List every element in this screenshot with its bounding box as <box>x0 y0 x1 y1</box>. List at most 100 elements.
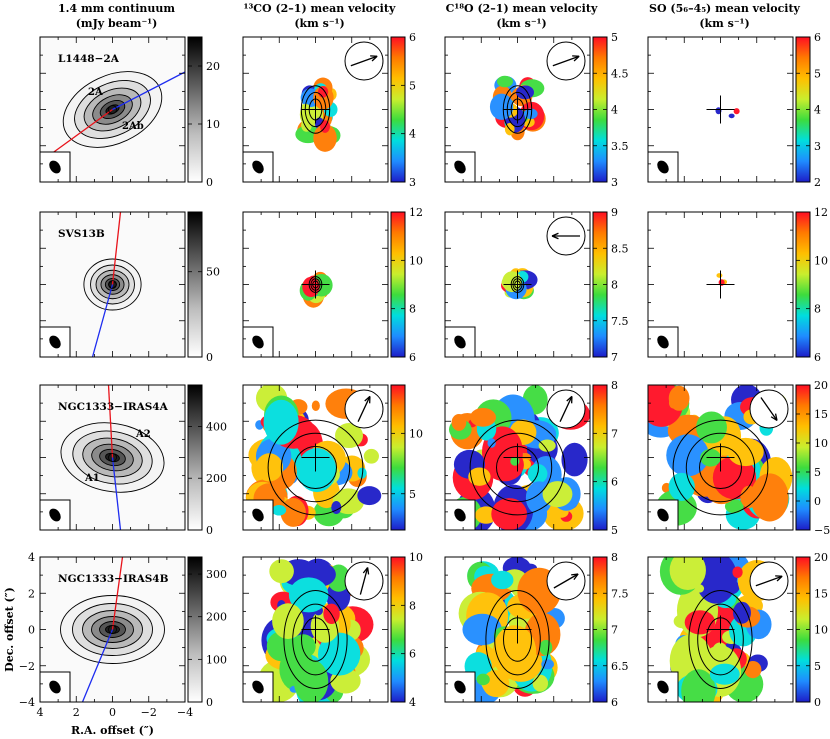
colorbar-tick-label: 4 <box>409 696 416 709</box>
beam-ellipse <box>454 160 466 174</box>
intensity-contour <box>280 432 351 503</box>
velocity-pixel <box>297 447 337 493</box>
blueshifted-outflow-axis <box>111 457 122 530</box>
intensity-contour <box>469 419 566 516</box>
panel-r4-c4: 0 5 10 15 20 <box>647 551 828 709</box>
plot-content <box>40 71 185 163</box>
panel-r2-c1: 0 50 <box>39 211 220 364</box>
plot-content <box>489 41 586 141</box>
velocity-gradient-arrow <box>552 55 580 67</box>
component-label: 2Ab <box>122 121 144 132</box>
arrow-head <box>770 413 778 422</box>
colorbar-tick-label: 5 <box>611 524 618 537</box>
component-label: 2A <box>88 87 103 98</box>
velocity-map <box>448 385 590 530</box>
panel-r4-c2: 4 6 8 10 <box>242 551 423 709</box>
colorbar-tick-label: 0 <box>814 696 821 709</box>
colorbar-tick-label: 5 <box>814 660 821 673</box>
plot-content <box>706 95 740 124</box>
velocity-pixel <box>484 448 524 482</box>
panel-r4-c3: 6 6.5 7 7.5 8 <box>444 551 629 709</box>
velocity-pixel <box>475 506 498 524</box>
component-label: A2 <box>135 429 151 440</box>
colorbar-tick-label: 400 <box>206 420 227 433</box>
x-tick-label: −2 <box>141 706 157 719</box>
beam-ellipse <box>252 160 264 174</box>
plot-content <box>245 385 384 527</box>
velocity-pixel <box>538 439 556 452</box>
colorbar <box>795 211 811 358</box>
velocity-pixel <box>532 674 549 692</box>
velocity-pixel <box>696 411 727 444</box>
velocity-pixel <box>724 499 744 514</box>
panel-r2-c3: 7 7.5 8 8.5 9 <box>444 206 629 364</box>
colorbar-tick-label: 8 <box>409 303 416 316</box>
colorbar-tick-label: 6 <box>409 648 416 661</box>
velocity-pixel <box>357 467 367 479</box>
colorbar-tick-label: 7 <box>611 351 618 364</box>
velocity-pixel <box>335 423 364 449</box>
intensity-contour <box>283 590 348 689</box>
velocity-gradient-arrow <box>559 396 573 422</box>
velocity-pixel <box>542 481 573 508</box>
y-tick-label: 2 <box>28 587 35 600</box>
colorbar-tick-label: 6 <box>611 696 618 709</box>
velocity-pixel <box>715 107 722 115</box>
velocity-map <box>659 557 777 702</box>
colorbar-tick-label: 10 <box>409 427 423 440</box>
velocity-map <box>458 557 565 702</box>
intensity-contour <box>482 432 553 503</box>
colorbar <box>187 211 203 358</box>
velocity-gradient-arrow <box>357 396 371 422</box>
colorbar-tick-label: 4.5 <box>611 67 629 80</box>
intensity-contour <box>502 85 533 134</box>
colorbar-tick-label: 6 <box>409 351 416 364</box>
colorbar-tick-label: 5 <box>611 31 618 44</box>
blueshifted-outflow-axis <box>112 71 185 111</box>
colorbar <box>795 384 811 531</box>
panel-r3-c1: 0 200 400 <box>39 384 227 537</box>
panel-r3-c4: −5 0 5 10 15 20 <box>647 379 830 537</box>
beam-ellipse <box>252 680 264 694</box>
velocity-gradient-arrow <box>350 55 378 67</box>
colorbar-tick-label: 4 <box>611 104 618 117</box>
velocity-pixel <box>496 75 514 88</box>
velocity-pixel <box>269 559 294 584</box>
plot-content <box>295 41 384 152</box>
colorbar-tick-label: 8 <box>814 303 821 316</box>
beam-ellipse <box>252 508 264 522</box>
colorbar-tick-label: 0 <box>206 351 213 364</box>
velocity-pixel <box>732 566 743 578</box>
arrow-head <box>571 573 579 580</box>
beam-ellipse <box>49 335 61 349</box>
velocity-pixel <box>728 113 735 119</box>
x-axis-label: R.A. offset (″) <box>71 724 154 737</box>
intensity-contour <box>267 419 364 516</box>
y-tick-label: −2 <box>19 660 35 673</box>
plot-content <box>258 558 384 702</box>
beam-ellipse <box>454 508 466 522</box>
intensity-contour <box>485 590 550 689</box>
colorbar <box>187 556 203 703</box>
plot-content <box>501 216 586 300</box>
panel-r1-c4: 2 3 4 5 6 <box>647 31 821 189</box>
panel-r2-c4: 6 8 10 12 <box>647 206 828 364</box>
colorbar-tick-label: 3 <box>611 176 618 189</box>
beam-ellipse <box>454 680 466 694</box>
component-label: A1 <box>84 473 100 484</box>
arrow-head <box>572 55 580 62</box>
velocity-gradient-arrow <box>755 575 783 587</box>
velocity-pixel <box>539 639 553 656</box>
colorbar-tick-label: 10 <box>409 551 423 564</box>
colorbar-tick-label: 0 <box>814 495 821 508</box>
colorbar <box>390 384 406 531</box>
panel-r4-c1: 0 100 200 300 <box>39 556 227 709</box>
velocity-pixel <box>733 108 740 115</box>
x-tick-label: 4 <box>37 706 44 719</box>
colorbar <box>390 211 406 358</box>
column-subtitle: (km s⁻¹) <box>699 17 749 30</box>
y-axis-label: Dec. offset (″) <box>3 587 16 672</box>
intensity-contour <box>494 603 541 676</box>
velocity-pixel <box>272 603 304 639</box>
